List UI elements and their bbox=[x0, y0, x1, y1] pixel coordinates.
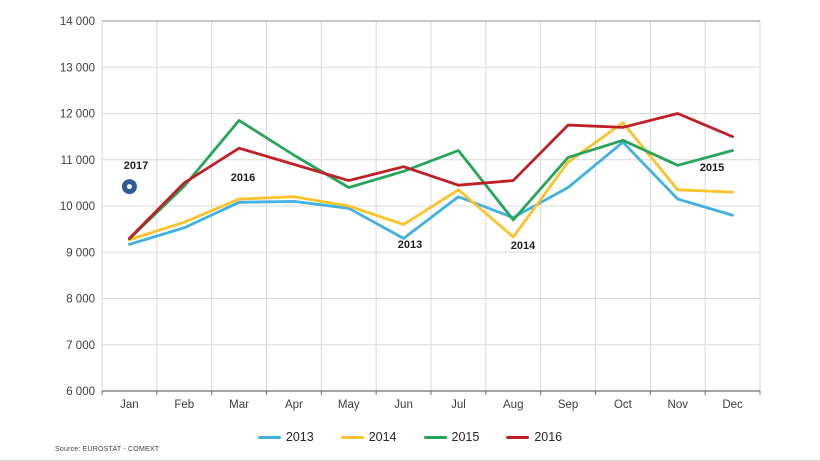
series-layer bbox=[121, 112, 734, 246]
axis-layer: 14 000 13 000 12 000 11 000 10 000 9 000 8 000… bbox=[60, 16, 743, 411]
x-tick-label: Mar bbox=[229, 399, 249, 411]
legend-swatch-2016 bbox=[506, 435, 530, 439]
legend-item-2016: 2016 bbox=[506, 430, 562, 444]
y-tick-label: 11 000 bbox=[61, 155, 95, 167]
legend-item-2014: 2014 bbox=[340, 430, 397, 444]
marker-2017 bbox=[121, 179, 137, 195]
legend-item-2015: 2015 bbox=[423, 430, 480, 444]
y-tick-label: 12 000 bbox=[60, 109, 95, 121]
annotation-2014: 2014 bbox=[511, 240, 536, 252]
annotation-2013: 2013 bbox=[398, 239, 422, 251]
annotation-2017: 2017 bbox=[124, 160, 148, 172]
x-tick-label: Feb bbox=[174, 399, 194, 411]
x-tick-label: Oct bbox=[614, 399, 633, 411]
x-tick-label: Jun bbox=[394, 399, 413, 411]
x-tick-label: Jan bbox=[120, 399, 139, 411]
legend-swatch-2014 bbox=[340, 435, 364, 439]
series-line-2015 bbox=[128, 119, 734, 241]
x-tick-label: Aug bbox=[503, 399, 523, 411]
x-tick-label: May bbox=[338, 399, 360, 411]
annotation-2015: 2015 bbox=[700, 162, 724, 174]
legend-swatch-2015 bbox=[423, 435, 447, 439]
source-note: Source: EUROSTAT - COMEXT bbox=[55, 446, 160, 453]
series-line-2014 bbox=[128, 121, 734, 242]
legend-swatch-2013 bbox=[257, 435, 281, 439]
legend-label-2015: 2015 bbox=[451, 430, 480, 444]
legend-label-2014: 2014 bbox=[368, 430, 397, 444]
legend-label-2016: 2016 bbox=[534, 430, 563, 444]
x-tick-label: Jul bbox=[451, 399, 466, 411]
y-tick-label: 10 000 bbox=[60, 201, 95, 213]
x-tick-label: Sep bbox=[558, 399, 578, 411]
x-tick-label: Nov bbox=[668, 399, 689, 411]
x-tick-label: Apr bbox=[285, 399, 303, 411]
series-line-2013 bbox=[128, 140, 734, 246]
series-line-2016 bbox=[128, 112, 734, 240]
y-tick-label: 6 000 bbox=[66, 386, 95, 398]
y-tick-label: 7 000 bbox=[66, 340, 95, 352]
legend-item-2013: 2013 bbox=[257, 430, 314, 444]
y-tick-label: 9 000 bbox=[66, 247, 95, 259]
annotation-2016: 2016 bbox=[231, 172, 255, 184]
chart-svg: 14 000 13 000 12 000 11 000 10 000 9 000 8 000… bbox=[60, 16, 761, 411]
y-tick-label: 14 000 bbox=[60, 16, 95, 28]
x-tick-label: Dec bbox=[722, 399, 743, 411]
y-tick-label: 8 000 bbox=[66, 294, 95, 306]
legend: 2013 2014 2015 2016 bbox=[0, 428, 820, 446]
y-tick-label: 13 000 bbox=[60, 62, 95, 74]
legend-label-2013: 2013 bbox=[285, 430, 314, 444]
